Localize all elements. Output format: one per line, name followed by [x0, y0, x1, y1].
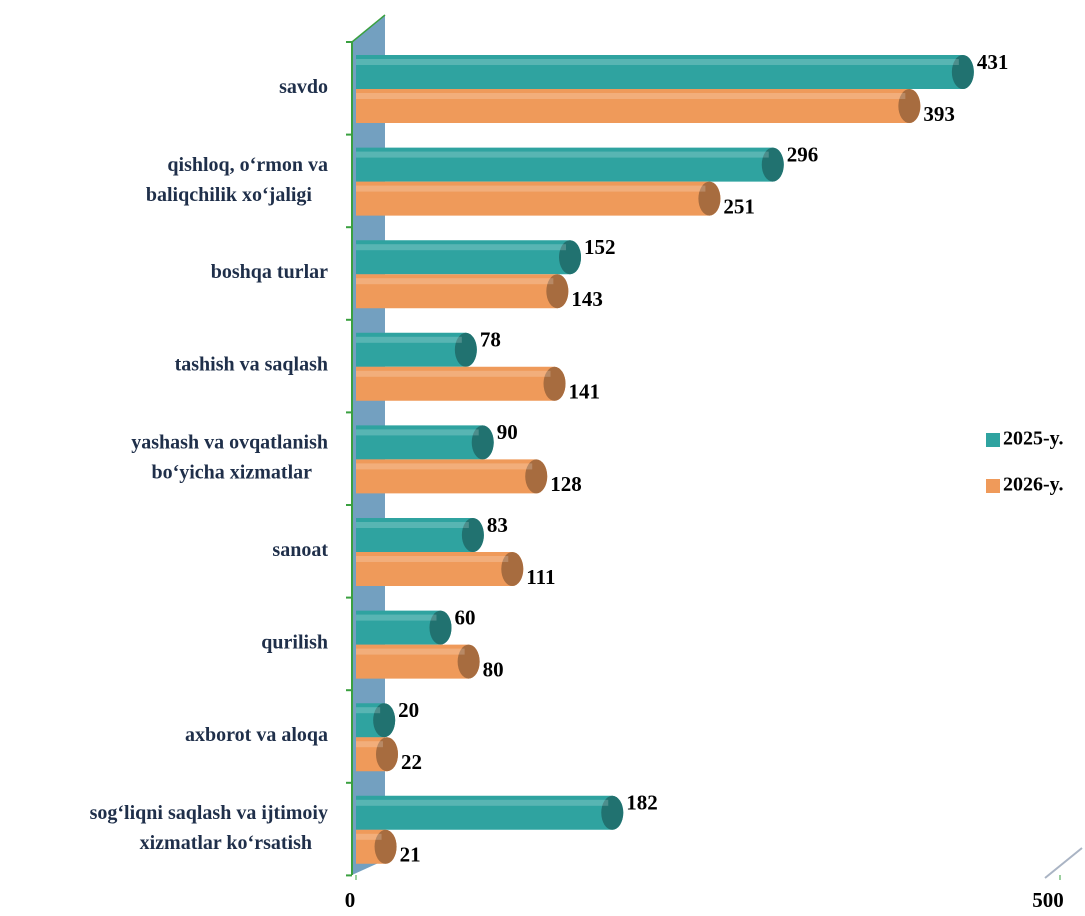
bar-highlight	[356, 648, 465, 655]
category-label: boshqa turlar	[211, 261, 328, 283]
bar-cap	[375, 737, 398, 772]
bar-cap	[429, 610, 452, 645]
value-label: 143	[571, 287, 603, 311]
bar-cap	[461, 518, 484, 552]
bar-highlight	[356, 614, 437, 621]
bar-cap	[525, 459, 548, 494]
bar-cap	[761, 147, 784, 182]
category-label: qurilish	[261, 631, 328, 653]
bar-highlight	[356, 429, 479, 436]
value-label: 296	[787, 142, 819, 166]
bar	[356, 518, 484, 552]
bar	[356, 55, 974, 89]
bar-cap	[373, 703, 396, 738]
category-label: tashish va saqlash	[175, 354, 328, 376]
bar-cap	[501, 552, 524, 586]
legend-label: 2025-y.	[1003, 428, 1064, 450]
bar-highlight	[356, 370, 551, 377]
category-label: savdo	[279, 76, 328, 98]
bar-highlight	[356, 556, 509, 562]
bar-cap	[543, 366, 566, 401]
legend-swatch	[986, 479, 1000, 493]
value-label: 80	[483, 657, 504, 681]
bar-cap	[374, 829, 397, 864]
bar	[356, 610, 452, 645]
bar	[356, 459, 548, 494]
bar-cap	[698, 181, 721, 216]
floor-edge	[1044, 847, 1083, 879]
bar-highlight	[356, 707, 381, 714]
bar-highlight	[356, 244, 567, 251]
bar	[356, 552, 524, 586]
category-label: axborot va aloqa	[185, 724, 328, 746]
x-tick-label: 0	[345, 888, 356, 912]
value-label: 20	[398, 698, 419, 722]
bar-highlight	[356, 93, 906, 99]
category-label: yashash va ovqatlanish bo‘yicha xizmatlar	[131, 431, 328, 483]
value-label: 111	[526, 565, 555, 589]
bar	[356, 181, 721, 216]
value-label: 431	[977, 50, 1009, 74]
bar-highlight	[356, 463, 533, 470]
x-tick-label: 500	[1032, 888, 1064, 912]
bar-cap	[454, 332, 477, 367]
bar-highlight	[356, 741, 383, 748]
legend-label: 2026-y.	[1003, 474, 1064, 496]
bar	[356, 795, 624, 830]
bar-highlight	[356, 185, 706, 192]
value-label: 83	[487, 513, 508, 537]
bar-highlight	[356, 799, 609, 806]
bar-cap	[559, 240, 582, 275]
axis-line-top	[351, 14, 386, 43]
bar	[356, 274, 569, 309]
bar-highlight	[356, 278, 554, 285]
bar	[356, 147, 784, 182]
value-label: 141	[569, 380, 601, 404]
value-label: 393	[923, 102, 955, 126]
bar-highlight	[356, 522, 469, 528]
bar	[356, 332, 477, 367]
bar	[356, 366, 566, 401]
bar-cap	[898, 89, 921, 123]
value-label: 90	[497, 420, 518, 444]
bar-cap	[951, 55, 974, 89]
bar-highlight	[356, 833, 382, 840]
bar	[356, 89, 921, 123]
category-label: qishloq, o‘rmon va baliqchilik xo‘jaligi	[146, 153, 328, 205]
bar-highlight	[356, 336, 462, 343]
category-label: sanoat	[272, 539, 328, 561]
bar-cap	[457, 644, 480, 679]
value-label: 60	[454, 605, 475, 629]
bar-highlight	[356, 151, 769, 158]
bar	[356, 240, 582, 275]
bar-cap	[601, 795, 624, 830]
bar	[356, 644, 480, 679]
bar-highlight	[356, 59, 959, 65]
category-label: sog‘liqni saqlash va ijtimoiy xizmatlar k…	[90, 802, 328, 854]
value-label: 78	[480, 328, 501, 352]
value-label: 182	[626, 791, 658, 815]
value-label: 152	[584, 235, 616, 259]
bar	[356, 425, 494, 460]
value-label: 21	[400, 843, 421, 867]
bar-cap	[546, 274, 569, 309]
value-label: 128	[550, 472, 582, 496]
legend-swatch	[986, 433, 1000, 447]
value-label: 22	[401, 750, 422, 774]
bar-cap	[471, 425, 494, 460]
value-label: 251	[723, 194, 755, 218]
